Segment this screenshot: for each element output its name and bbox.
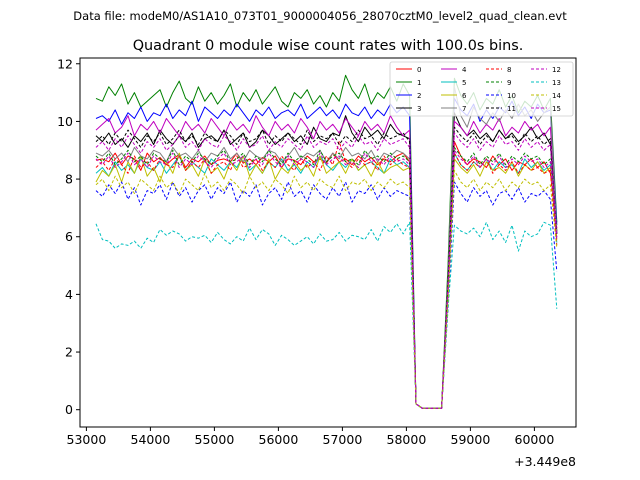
y-tick-label: 10	[57, 114, 73, 129]
x-tick-label: 55000	[195, 432, 235, 447]
legend-label-6: 6	[462, 92, 467, 100]
plot-area	[95, 74, 558, 409]
y-tick-label: 0	[65, 402, 73, 417]
data-file-caption: Data file: modeM0/AS1A10_073T01_90000040…	[73, 9, 567, 23]
series-line-11	[95, 126, 558, 409]
legend-label-15: 15	[552, 105, 561, 113]
series-line-8	[95, 141, 558, 409]
x-axis: 53000 54000 55000 56000 57000 58000 59000 60000	[67, 427, 555, 447]
series-line-13	[95, 221, 558, 409]
legend-label-12: 12	[552, 66, 561, 74]
legend-label-13: 13	[552, 79, 561, 87]
series-line-12	[95, 149, 558, 409]
legend-label-14: 14	[552, 92, 561, 100]
legend-frame	[389, 61, 574, 117]
legend-label-10: 10	[507, 92, 516, 100]
legend-label-4: 4	[462, 66, 467, 74]
series-line-0	[95, 141, 558, 409]
legend-label-1: 1	[417, 79, 421, 87]
x-offset-label: +3.449e8	[514, 454, 576, 469]
series-line-14	[95, 169, 558, 409]
x-tick-label: 57000	[323, 432, 363, 447]
y-tick-label: 8	[65, 172, 73, 187]
legend-label-11: 11	[507, 105, 516, 113]
series-line-5	[95, 152, 558, 409]
series-line-6	[95, 152, 558, 409]
y-tick-label: 12	[57, 56, 73, 71]
legend-label-2: 2	[417, 92, 421, 100]
x-tick-label: 56000	[259, 432, 299, 447]
axes-frame	[79, 57, 577, 428]
series-line-4	[95, 115, 558, 409]
legend-label-5: 5	[462, 79, 466, 87]
legend-label-3: 3	[417, 105, 421, 113]
series-line-15	[95, 132, 558, 409]
x-tick-label: 54000	[131, 432, 171, 447]
y-tick-label: 4	[65, 287, 73, 302]
y-axis: 0 2 4 6 8 10 12	[57, 56, 80, 417]
series-line-9	[95, 146, 558, 409]
y-tick-label: 6	[65, 229, 73, 244]
legend-label-8: 8	[507, 66, 511, 74]
x-tick-label: 59000	[451, 432, 491, 447]
legend-label-9: 9	[507, 79, 511, 87]
series-line-10	[95, 181, 558, 409]
x-tick-label: 53000	[67, 432, 107, 447]
x-tick-label: 58000	[387, 432, 427, 447]
chart-title: Quadrant 0 module wise count rates with …	[133, 38, 524, 54]
legend-label-7: 7	[462, 105, 466, 113]
legend-label-0: 0	[417, 66, 421, 74]
y-tick-label: 2	[65, 345, 73, 360]
series-line-2	[95, 97, 558, 409]
x-tick-label: 60000	[515, 432, 555, 447]
